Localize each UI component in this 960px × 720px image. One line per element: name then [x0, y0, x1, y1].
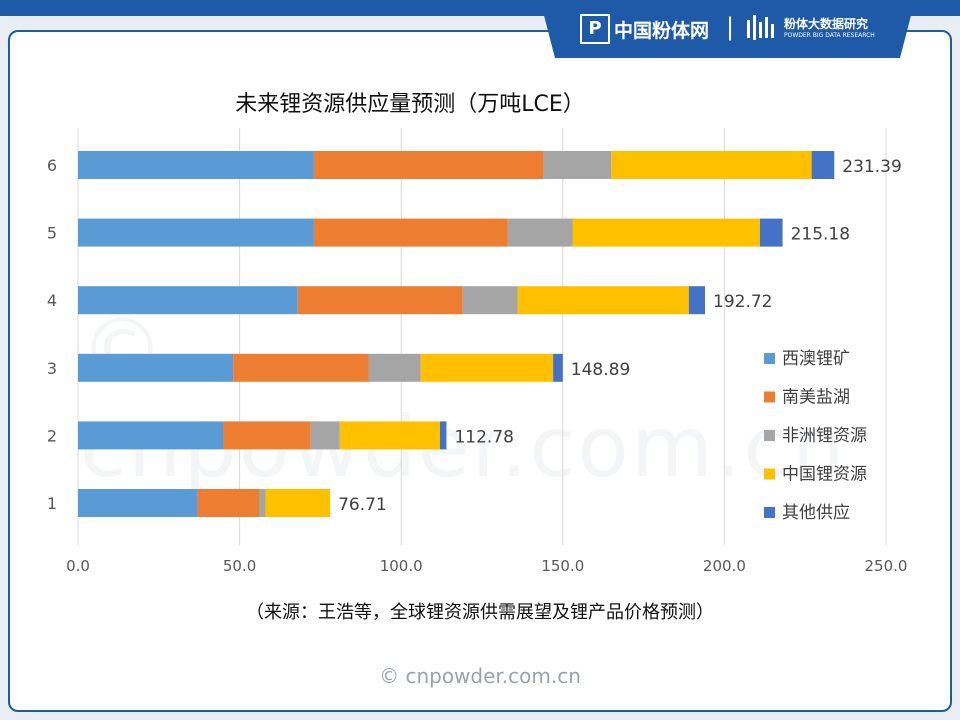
x-tick-label: 50.0: [223, 557, 256, 575]
x-tick-label: 200.0: [703, 557, 746, 575]
bar-segment: [78, 489, 198, 517]
bar-segment: [313, 218, 508, 247]
legend-swatch: [764, 353, 775, 364]
data-label: 76.71: [338, 495, 387, 515]
legend-swatch: [764, 507, 775, 518]
bar-segment: [368, 353, 421, 382]
bar-segment: [517, 286, 689, 315]
legend-label: 西澳锂矿: [782, 349, 850, 369]
y-tick-label: 2: [47, 426, 57, 445]
copyright-footer: © cnpowder.com.cn: [379, 664, 581, 688]
legend-label: 其他供应: [782, 503, 850, 523]
bar-segment: [611, 151, 812, 179]
y-tick-label: 6: [47, 156, 57, 175]
research-name: 粉体大数据研究: [784, 17, 869, 31]
legend-swatch: [764, 468, 775, 480]
legend-swatch: [764, 430, 775, 441]
chart-title: 未来锂资源供应量预测（万吨LCE）: [235, 92, 585, 117]
research-bars-icon: [746, 12, 776, 42]
bar-segment: [688, 286, 706, 315]
data-label: 148.89: [571, 360, 630, 380]
data-label: 112.78: [454, 427, 513, 447]
bar-segment: [310, 421, 340, 450]
x-tick-label: 250.0: [865, 557, 908, 575]
bar-segment: [507, 218, 573, 247]
bar-segment: [313, 151, 544, 179]
data-label: 215.18: [791, 225, 850, 245]
data-label: 231.39: [842, 157, 901, 177]
bar-segment: [265, 489, 331, 517]
bar-segment: [339, 421, 440, 450]
bar-segment: [553, 353, 563, 382]
source-note: （来源：王浩等，全球锂资源供需展望及锂产品价格预测）: [246, 602, 714, 623]
bar-segment: [223, 421, 311, 450]
x-tick-label: 150.0: [541, 557, 584, 575]
y-tick-label: 3: [47, 359, 57, 378]
bar-segment: [543, 151, 612, 179]
bar-segment: [78, 151, 314, 179]
bar-segment: [78, 286, 298, 315]
research-name-en: POWDER BIG DATA RESEARCH: [784, 32, 875, 39]
y-tick-label: 4: [47, 291, 57, 310]
bar-segment: [297, 286, 463, 315]
bar-segment: [78, 353, 234, 382]
legend-swatch: [764, 391, 775, 403]
brand-name: 中国粉体网: [614, 20, 710, 42]
brand-divider: |: [726, 13, 735, 41]
y-tick-label: 5: [47, 224, 57, 243]
bar-segment: [78, 421, 224, 450]
bar-segment: [572, 218, 760, 247]
y-tick-label: 1: [47, 494, 57, 513]
bar-segment: [439, 421, 447, 450]
bar-segment: [811, 151, 835, 179]
x-tick-label: 100.0: [380, 557, 423, 575]
data-label: 192.72: [713, 292, 772, 312]
bar-segment: [420, 353, 554, 382]
x-tick-label: 0.0: [66, 557, 90, 575]
bar-segment: [759, 218, 783, 247]
bar-segment: [462, 286, 518, 315]
bar-segment: [78, 218, 314, 247]
bar-segment: [197, 489, 259, 517]
brand-badge: P: [580, 14, 610, 44]
legend-label: 非洲锂资源: [782, 426, 867, 446]
legend-label: 中国锂资源: [782, 465, 867, 485]
logo-banner: P 中国粉体网 | 粉体大数据研究 POWDER BIG DATA RESEAR…: [540, 0, 915, 58]
legend-label: 南美盐湖: [782, 388, 850, 408]
bar-segment: [258, 489, 266, 517]
bar-segment: [233, 353, 369, 382]
